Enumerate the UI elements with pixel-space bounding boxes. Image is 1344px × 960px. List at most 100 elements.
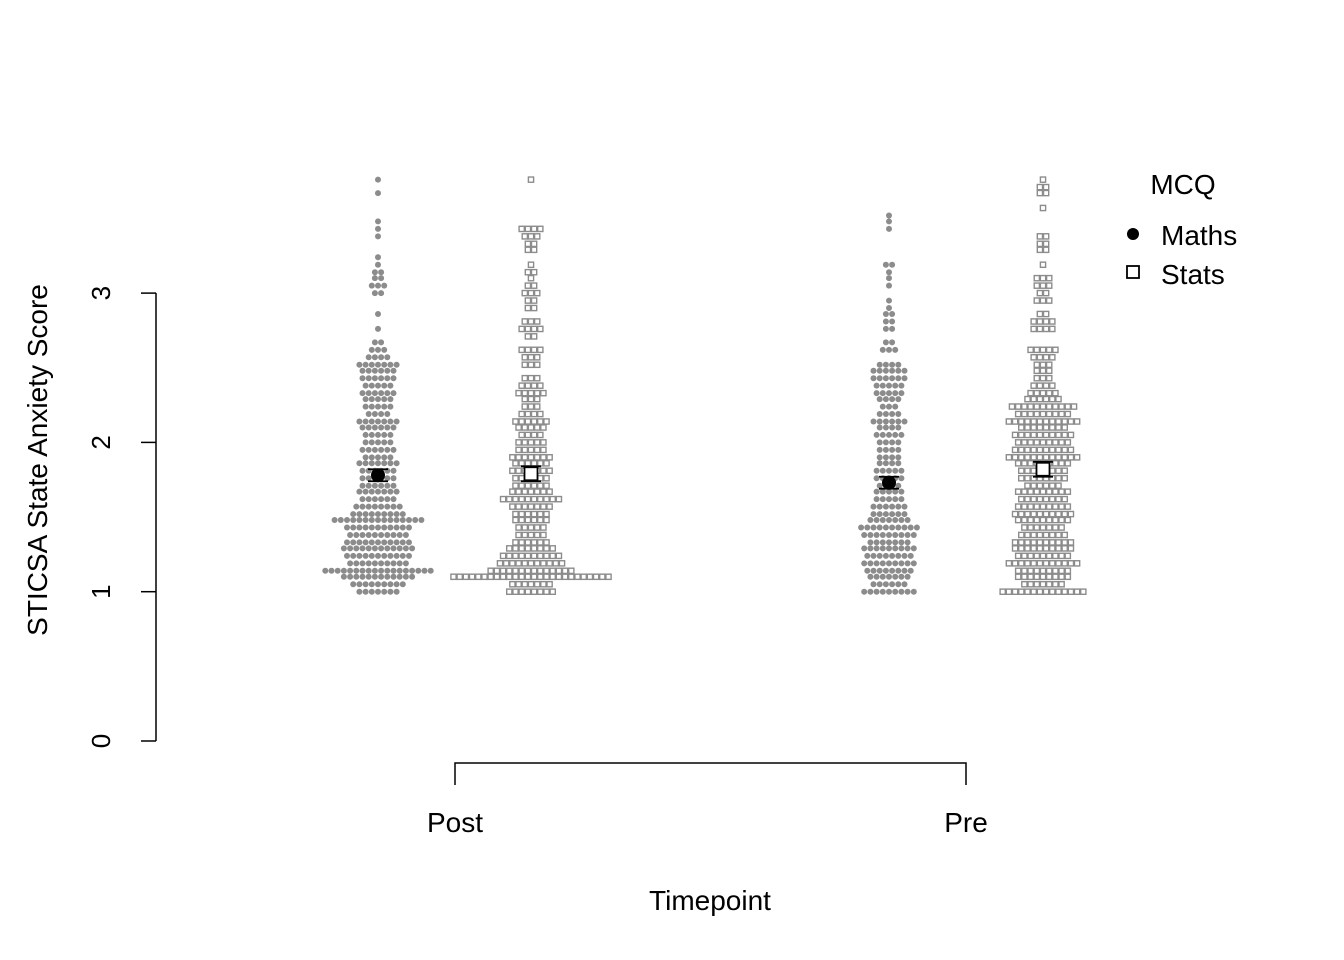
data-point-maths [873, 488, 880, 495]
data-point-stats [1033, 503, 1041, 510]
data-point-maths [901, 511, 908, 518]
data-point-stats [1064, 410, 1072, 418]
data-point-stats [533, 580, 541, 588]
data-point-maths [384, 424, 391, 431]
data-point-stats [515, 439, 522, 446]
data-point-stats [552, 560, 560, 567]
data-point-maths [402, 573, 409, 580]
data-point-maths [886, 212, 892, 219]
data-point-stats [1055, 474, 1062, 482]
data-point-maths [876, 446, 883, 453]
data-point-maths [409, 567, 416, 574]
data-point-stats [1018, 474, 1025, 482]
data-point-stats [543, 545, 550, 552]
data-point-stats [549, 573, 556, 581]
data-point-stats [1030, 545, 1037, 552]
data-point-maths [387, 524, 394, 531]
data-point-maths [892, 488, 899, 495]
data-point-stats [1064, 516, 1072, 524]
data-point-maths [889, 325, 896, 332]
data-point-stats [1058, 552, 1065, 560]
data-point-maths [356, 418, 363, 425]
data-point-stats [521, 524, 529, 531]
data-point-stats [527, 580, 535, 588]
data-point-stats [1061, 467, 1068, 475]
data-point-maths [873, 431, 880, 438]
data-point-maths [889, 567, 896, 574]
data-point-stats [1045, 346, 1053, 354]
data-point-stats [530, 588, 538, 595]
data-point-maths [371, 290, 378, 297]
data-point-stats [468, 573, 476, 581]
data-point-maths [907, 552, 914, 559]
data-point-stats [524, 431, 532, 439]
data-point-stats [518, 495, 525, 503]
data-point-stats [1030, 474, 1037, 482]
data-point-maths [375, 361, 381, 368]
data-point-stats [1055, 454, 1062, 461]
data-point-stats [530, 567, 538, 575]
data-point-stats [1011, 418, 1019, 425]
data-point-stats [1042, 560, 1050, 567]
data-point-stats [527, 389, 535, 397]
data-point-stats [521, 560, 529, 567]
data-point-stats [1058, 516, 1065, 524]
data-point-maths [901, 552, 908, 559]
data-point-maths [898, 539, 905, 546]
data-point-stats [540, 488, 547, 495]
data-point-maths [886, 573, 892, 580]
data-point-maths [359, 560, 366, 567]
data-point-maths [393, 524, 400, 531]
data-point-stats [546, 454, 553, 461]
data-point-maths [402, 531, 409, 538]
data-point-maths [381, 403, 388, 410]
data-point-stats [524, 240, 532, 248]
data-point-stats [1052, 403, 1059, 410]
data-point-stats [515, 560, 522, 567]
data-point-maths [393, 511, 400, 518]
data-point-maths [870, 552, 877, 559]
data-point-stats [1027, 403, 1034, 410]
data-point-maths [889, 411, 896, 418]
data-point-maths [362, 588, 369, 595]
data-point-maths [895, 446, 902, 453]
data-point-maths [375, 403, 381, 410]
data-point-stats [506, 552, 513, 560]
data-point-maths [873, 545, 880, 552]
data-point-stats [527, 353, 535, 361]
data-point-maths [879, 573, 886, 580]
data-point-maths [387, 552, 394, 559]
data-point-stats [1042, 454, 1050, 461]
data-point-maths [399, 552, 406, 559]
data-point-stats [1067, 545, 1075, 552]
data-point-stats [506, 567, 513, 575]
data-point-stats [524, 282, 532, 289]
data-point-stats [1064, 460, 1072, 467]
data-point-maths [867, 588, 874, 595]
data-point-stats [509, 560, 516, 567]
data-point-maths [368, 361, 375, 368]
data-point-stats [1033, 552, 1041, 560]
data-point-stats [521, 374, 529, 382]
data-point-maths [365, 390, 372, 397]
data-point-maths [882, 454, 889, 461]
data-point-stats [1052, 488, 1059, 495]
data-point-stats [1014, 439, 1022, 446]
data-point-maths [371, 573, 378, 580]
data-point-maths [873, 531, 880, 538]
data-point-stats [1055, 545, 1062, 552]
data-point-stats [533, 289, 541, 297]
data-point-maths [356, 581, 363, 588]
data-point-stats [537, 431, 544, 439]
data-point-maths [378, 482, 385, 489]
data-point-stats [1027, 524, 1034, 531]
data-point-stats [533, 560, 541, 567]
data-point-stats [518, 588, 525, 595]
data-point-stats [537, 545, 544, 552]
data-point-maths [371, 531, 378, 538]
data-point-maths [371, 390, 378, 397]
data-point-stats [1039, 410, 1047, 418]
data-point-stats [1064, 439, 1072, 446]
data-point-maths [901, 375, 908, 382]
data-point-maths [362, 418, 369, 425]
